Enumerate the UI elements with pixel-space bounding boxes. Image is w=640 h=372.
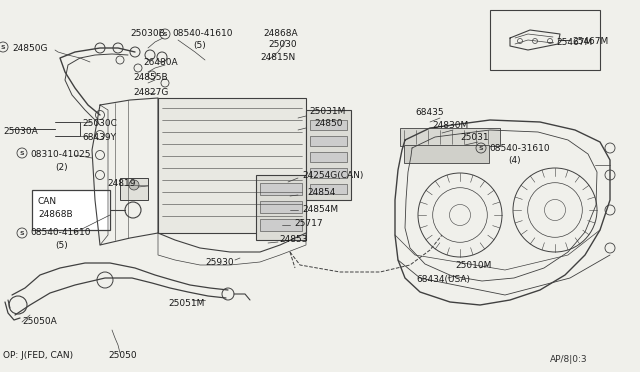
Text: CAN: CAN <box>38 197 57 206</box>
Bar <box>256 175 306 240</box>
Bar <box>400 128 500 146</box>
Text: 25030B: 25030B <box>130 29 164 38</box>
Bar <box>404 145 489 163</box>
Text: (5): (5) <box>193 41 205 50</box>
Text: S: S <box>163 32 167 36</box>
Text: 24850: 24850 <box>314 119 342 128</box>
Text: 25930: 25930 <box>205 258 234 267</box>
Text: 08540-31610: 08540-31610 <box>489 144 550 153</box>
Text: 68434(USA): 68434(USA) <box>416 275 470 284</box>
Text: S: S <box>479 145 483 151</box>
Text: 25030: 25030 <box>268 40 296 49</box>
Text: 25467M: 25467M <box>572 37 608 46</box>
Text: 25717: 25717 <box>294 219 323 228</box>
Bar <box>158 98 306 233</box>
Text: 25030A: 25030A <box>3 127 38 136</box>
Text: 25051M: 25051M <box>168 299 204 308</box>
Text: 25030C: 25030C <box>82 119 117 128</box>
Text: AP/8|0:3: AP/8|0:3 <box>550 355 588 364</box>
Text: 24850G: 24850G <box>12 44 47 53</box>
Text: 24868B: 24868B <box>38 210 72 219</box>
Text: 24868A: 24868A <box>263 29 298 38</box>
Text: 24854M: 24854M <box>302 205 338 214</box>
Text: OP: J(FED, CAN): OP: J(FED, CAN) <box>3 351 73 360</box>
Text: (2): (2) <box>55 163 68 172</box>
Text: S: S <box>20 151 24 155</box>
Text: 25050A: 25050A <box>22 317 57 326</box>
Text: 24855B: 24855B <box>133 73 168 82</box>
Text: (5): (5) <box>55 241 68 250</box>
Bar <box>32 190 110 230</box>
Text: (4): (4) <box>508 156 520 165</box>
Bar <box>490 10 600 70</box>
Text: 24827G: 24827G <box>133 88 168 97</box>
Text: S: S <box>1 45 5 49</box>
Text: 25031: 25031 <box>460 133 488 142</box>
Bar <box>310 152 347 162</box>
Text: 24830M: 24830M <box>432 121 468 130</box>
Text: 68439Y: 68439Y <box>82 133 116 142</box>
Text: 24254G(CAN): 24254G(CAN) <box>302 171 364 180</box>
Text: 24853: 24853 <box>279 235 307 244</box>
Text: 24854: 24854 <box>307 188 335 197</box>
Bar <box>306 110 351 200</box>
Bar <box>310 120 347 130</box>
Text: 24819: 24819 <box>107 179 136 188</box>
Bar <box>310 136 347 146</box>
Bar <box>120 178 148 200</box>
Bar <box>260 201 302 213</box>
Text: 25010M: 25010M <box>455 261 492 270</box>
Text: 24815N: 24815N <box>260 53 295 62</box>
Bar <box>260 183 302 195</box>
Text: 26480A: 26480A <box>143 58 178 67</box>
Bar <box>260 219 302 231</box>
Circle shape <box>129 180 139 190</box>
Text: 25467M: 25467M <box>556 38 592 47</box>
Text: S: S <box>20 231 24 235</box>
Bar <box>310 168 347 178</box>
Text: 25031M: 25031M <box>309 107 346 116</box>
Text: 08310-41025: 08310-41025 <box>30 150 90 159</box>
Text: 08540-41610: 08540-41610 <box>172 29 232 38</box>
Text: 08540-41610: 08540-41610 <box>30 228 90 237</box>
Text: 25050: 25050 <box>108 351 136 360</box>
Bar <box>310 184 347 194</box>
Text: 68435: 68435 <box>415 108 444 117</box>
